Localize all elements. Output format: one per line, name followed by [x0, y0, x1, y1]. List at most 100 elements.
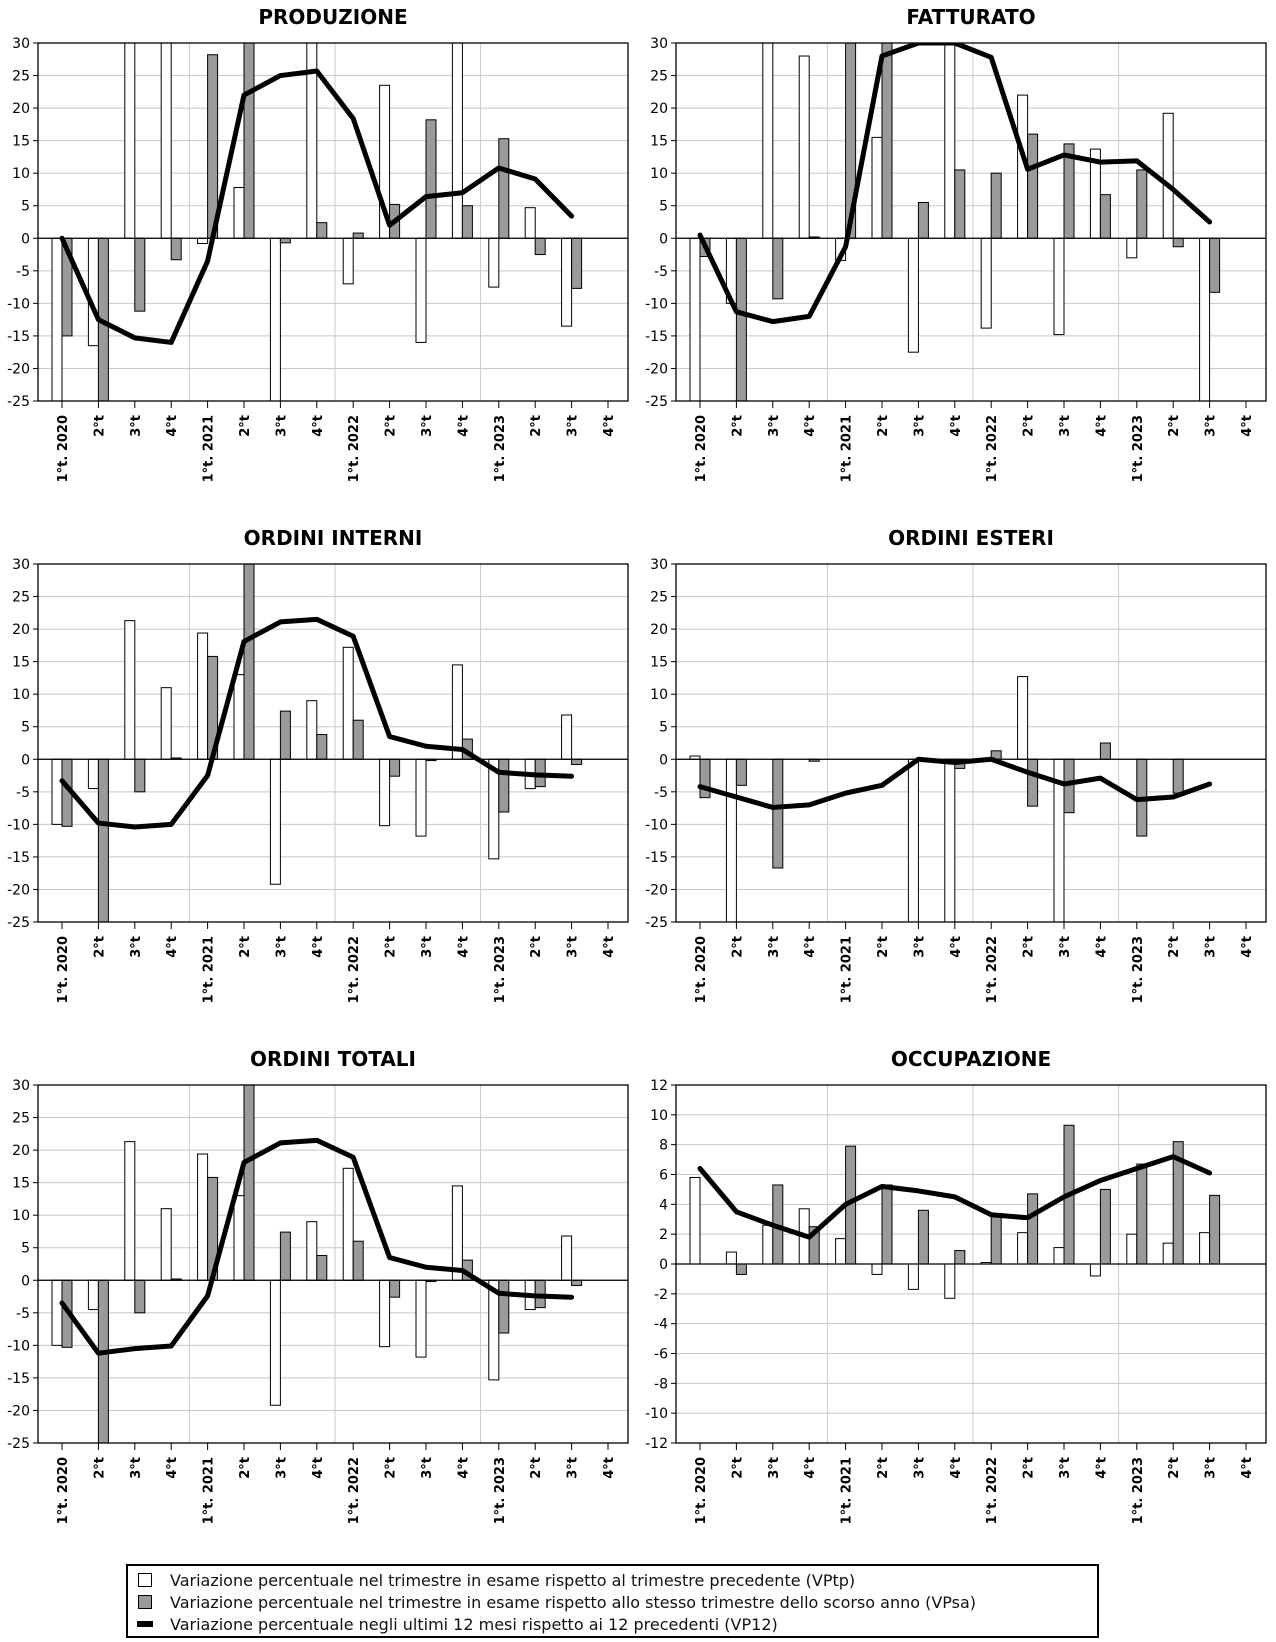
bar — [488, 237, 500, 288]
y-tick-label: -5 — [654, 264, 668, 280]
bar — [415, 1279, 427, 1358]
bar — [124, 43, 136, 239]
bar — [881, 1184, 893, 1265]
x-tick-label: 4°t — [456, 1457, 471, 1479]
y-tick-label: -12 — [645, 1436, 668, 1452]
chart-title: ORDINI INTERNI — [244, 526, 423, 550]
x-tick-label: 1°t. 2023 — [1131, 936, 1146, 1003]
series-vpsa — [735, 1124, 1221, 1275]
bar — [1209, 1194, 1221, 1265]
x-tick-label: 3°t — [129, 1457, 144, 1479]
y-tick-label: -5 — [16, 264, 30, 280]
chart-title: ORDINI TOTALI — [250, 1047, 416, 1071]
y-tick-label: 25 — [12, 69, 30, 85]
y-tick-label: 5 — [21, 720, 30, 736]
y-tick-label: 15 — [650, 655, 668, 671]
bar — [379, 1279, 391, 1348]
bar — [735, 1263, 747, 1275]
x-tick-label: 4°t — [949, 1457, 964, 1479]
y-tick-label: 20 — [12, 1143, 30, 1159]
x-tick-label: 2°t — [529, 936, 544, 958]
y-tick-label: -25 — [645, 915, 668, 931]
plot-frame — [37, 563, 629, 923]
legend-item-vpsa: Variazione percentuale nel trimestre in … — [138, 1591, 976, 1613]
y-tick-label: 12 — [650, 1078, 668, 1094]
y-tick-label: 0 — [659, 1257, 668, 1273]
x-tick-label: 4°t — [803, 415, 818, 437]
charts-canvas: PRODUZIONE 30 25 20 15 10 5 0 -5 -10 -15 -20 -25 1°t.… — [7, 5, 1267, 1524]
bar — [1017, 1232, 1029, 1265]
bar — [352, 1240, 364, 1281]
y-tick-label: 0 — [659, 752, 668, 768]
bar — [871, 1263, 883, 1275]
bar — [415, 758, 427, 837]
bar — [352, 232, 364, 239]
y-tick-label: 20 — [12, 101, 30, 117]
series-vptp — [51, 620, 573, 885]
y-tick-label: 20 — [12, 622, 30, 638]
x-tick-label: 4°t — [1240, 415, 1255, 437]
y-tick-label: -20 — [645, 882, 668, 898]
bar — [451, 664, 463, 760]
bar — [243, 43, 255, 239]
bar — [306, 700, 318, 760]
bar — [233, 187, 245, 239]
x-tick-label: 3°t — [912, 1457, 927, 1479]
x-tick-label: 1°t. 2020 — [694, 936, 709, 1003]
bar — [699, 758, 711, 799]
bar — [51, 1279, 63, 1346]
bar — [772, 237, 784, 300]
x-tick-label: 2°t — [529, 1457, 544, 1479]
chart-title: PRODUZIONE — [258, 5, 407, 29]
x-tick-label: 3°t — [767, 1457, 782, 1479]
x-tick-label: 1°t. 2020 — [56, 415, 71, 482]
bar — [772, 758, 784, 869]
bar — [1089, 1263, 1101, 1277]
series-vptp — [689, 43, 1211, 401]
y-tick-label: 10 — [650, 166, 668, 182]
bar — [160, 1208, 172, 1281]
bar — [762, 43, 774, 239]
y-tick-label: -25 — [645, 394, 668, 410]
y-tick-label: 10 — [650, 687, 668, 703]
x-tick-label: 3°t — [1058, 415, 1073, 437]
bar — [197, 632, 209, 760]
x-tick-label: 2°t — [384, 415, 399, 437]
bar — [389, 758, 401, 777]
y-tick-label: 30 — [650, 36, 668, 52]
bar — [451, 43, 463, 239]
x-tick-label: 4°t — [165, 936, 180, 958]
x-tick-label: 4°t — [311, 415, 326, 437]
x-tick-label: 1°t. 2021 — [202, 936, 217, 1003]
series-vp12 — [697, 43, 1213, 325]
bar — [415, 237, 427, 343]
y-tick-label: 0 — [21, 752, 30, 768]
x-tick-label: 2°t — [529, 415, 544, 437]
series-vptp — [51, 1141, 573, 1406]
bar — [124, 1141, 136, 1281]
x-tick-label: 3°t — [566, 936, 581, 958]
bar — [269, 758, 281, 885]
y-tick-label: -15 — [7, 850, 30, 866]
x-tick-label: 2°t — [1022, 936, 1037, 958]
x-tick-label: 1°t. 2022 — [347, 1457, 362, 1524]
y-tick-label: 8 — [659, 1138, 668, 1154]
y-tick-label: 15 — [650, 134, 668, 150]
x-tick-label: 3°t — [1058, 1457, 1073, 1479]
x-tick-label: 3°t — [566, 415, 581, 437]
legend-item-vptp: Variazione percentuale nel trimestre in … — [138, 1569, 855, 1591]
bar — [1126, 237, 1138, 259]
series-vp12 — [59, 68, 575, 345]
x-tick-label: 2°t — [238, 936, 253, 958]
x-tick-label: 1°t. 2021 — [840, 1457, 855, 1524]
y-tick-label: 30 — [650, 557, 668, 573]
bar — [160, 43, 172, 239]
legend: Variazione percentuale nel trimestre in … — [126, 1564, 1099, 1638]
bar — [689, 1176, 701, 1265]
y-tick-label: 0 — [21, 1273, 30, 1289]
y-tick-label: -10 — [7, 296, 30, 312]
bar — [735, 237, 747, 401]
bar — [425, 119, 437, 239]
bar — [990, 172, 1002, 239]
bar — [279, 1231, 291, 1281]
